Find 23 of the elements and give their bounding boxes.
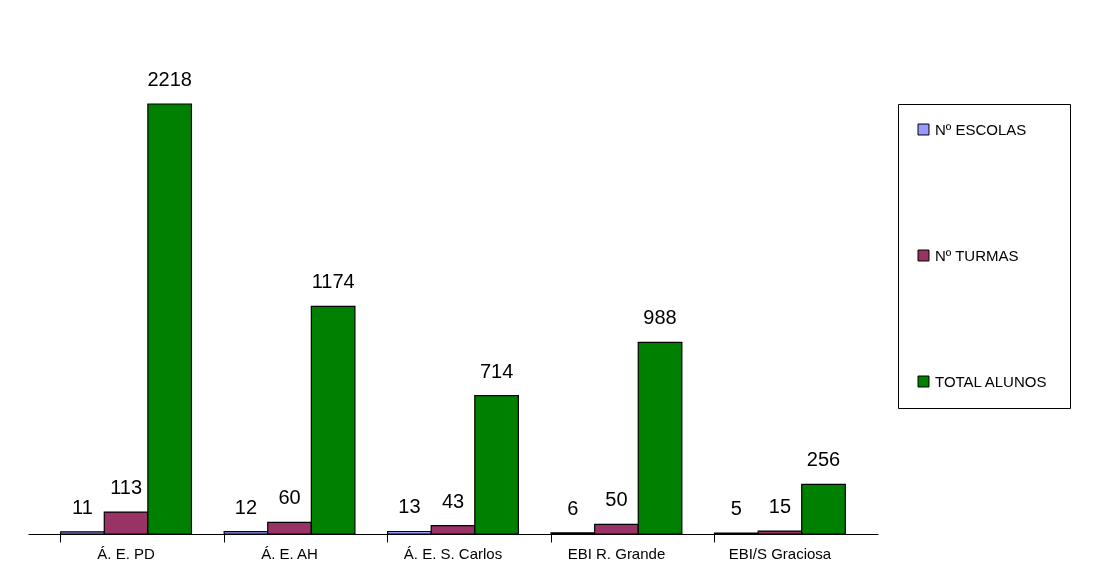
data-label: 43 (441, 489, 465, 512)
legend-label: Nº TURMAS (935, 246, 1019, 264)
data-label: 1174 (311, 270, 355, 293)
data-label: 714 (479, 359, 514, 382)
data-label: 113 (110, 476, 143, 499)
data-label: 13 (398, 495, 421, 518)
data-label: 2218 (147, 68, 192, 90)
x-tick-label: EBI R. Grande (567, 544, 666, 562)
x-tick-label: Á. E. S. Carlos (403, 544, 503, 562)
data-label: 5 (730, 497, 742, 520)
legend-label: TOTAL ALUNOS (935, 372, 1047, 390)
data-label: 256 (806, 448, 841, 471)
x-tick-label: Á. E. PD (97, 544, 155, 562)
x-tick-label: EBI/S Graciosa (728, 544, 832, 562)
data-label: 50 (605, 488, 628, 511)
data-label: 6 (567, 496, 579, 519)
x-tick-label: Á. E. AH (261, 544, 318, 562)
data-label: 12 (234, 495, 258, 518)
data-label: 988 (643, 306, 677, 329)
data-label: 60 (278, 486, 301, 509)
legend-label: Nº ESCOLAS (935, 120, 1027, 138)
data-label: 15 (768, 495, 792, 518)
data-label: 11 (72, 495, 93, 518)
